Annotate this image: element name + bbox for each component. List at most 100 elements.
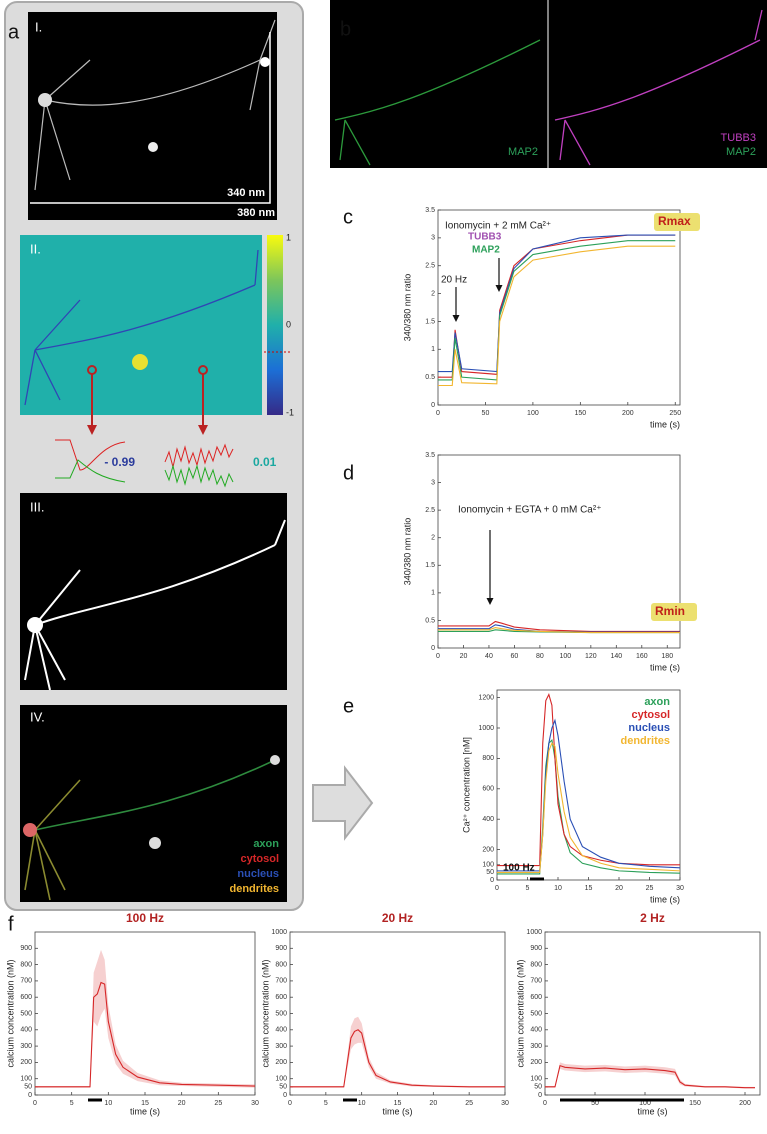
- x-tick-label: 0: [495, 885, 499, 892]
- neuron-sketch: [24, 759, 276, 901]
- y-tick-label: 1000: [478, 725, 494, 732]
- x-tick-label: 10: [554, 885, 562, 892]
- y-tick-label: 1.5: [425, 562, 435, 569]
- neuron-sketch: [334, 39, 541, 166]
- y-tick-label: 600: [275, 994, 287, 1001]
- x-tick-label: 30: [676, 885, 684, 892]
- series-line: [497, 693, 680, 867]
- chart-title: 100 Hz: [126, 911, 164, 925]
- image-label: I.: [35, 19, 42, 34]
- y-tick-label: 50: [24, 1084, 32, 1091]
- x-tick-label: 150: [689, 1100, 701, 1107]
- y-tick-label: 200: [530, 1059, 542, 1066]
- correlation: - 0.99: [104, 455, 135, 469]
- image-label: II.: [30, 241, 41, 256]
- x-tick-label: 0: [436, 410, 440, 417]
- x-tick-label: 200: [739, 1100, 751, 1107]
- legend-text: nucleus: [237, 868, 279, 880]
- trace: [55, 459, 126, 483]
- y-tick-label: 100: [20, 1076, 32, 1083]
- x-axis-label: time (s): [650, 894, 680, 904]
- y-tick-label: 400: [530, 1027, 542, 1034]
- colorbar: [267, 235, 283, 415]
- y-tick-label: 300: [530, 1043, 542, 1050]
- y-tick-label: 0: [431, 402, 435, 409]
- y-tick-label: 700: [20, 978, 32, 985]
- x-tick-label: 25: [646, 885, 654, 892]
- image-label: III.: [30, 499, 44, 514]
- panel-label: e: [343, 695, 354, 717]
- annotation: TUBB3: [468, 232, 502, 243]
- x-tick-label: 140: [610, 653, 622, 660]
- y-tick-label: 1000: [271, 929, 287, 936]
- x-axis-label: time (s): [650, 662, 680, 672]
- wavelength: 380 nm: [237, 207, 275, 219]
- neuron-sketch: [554, 9, 763, 166]
- x-tick-label: 120: [585, 653, 597, 660]
- x-axis-label: time (s): [383, 1106, 413, 1116]
- x-tick-label: 20: [178, 1100, 186, 1107]
- x-tick-label: 15: [141, 1100, 149, 1107]
- x-tick-label: 20: [460, 653, 468, 660]
- image-i: [28, 12, 277, 220]
- x-tick-label: 5: [70, 1100, 74, 1107]
- y-tick-label: 0: [538, 1092, 542, 1099]
- y-tick-label: 3: [431, 235, 435, 242]
- soma: [260, 57, 270, 67]
- annotation: Rmax: [658, 214, 691, 228]
- y-tick-label: 50: [279, 1084, 287, 1091]
- x-tick-label: 0: [33, 1100, 37, 1107]
- image-b-label: MAP2: [508, 146, 538, 158]
- y-tick-label: 1200: [478, 694, 494, 701]
- y-tick-label: 900: [275, 945, 287, 952]
- y-tick-label: 200: [482, 846, 494, 853]
- y-tick-label: 700: [275, 978, 287, 985]
- y-tick-label: 400: [482, 816, 494, 823]
- y-tick-label: 3: [431, 479, 435, 486]
- plot-area: [289, 931, 506, 1096]
- y-tick-label: 200: [275, 1059, 287, 1066]
- y-tick-label: 50: [486, 869, 494, 876]
- arrows: [87, 365, 208, 428]
- image-frame: [30, 32, 271, 204]
- annotation: 20 Hz: [441, 275, 467, 286]
- x-tick-label: 0: [436, 653, 440, 660]
- x-tick-label: 0: [288, 1100, 292, 1107]
- y-tick-label: 3.5: [425, 452, 435, 459]
- chart-title: 20 Hz: [382, 911, 413, 925]
- y-tick-label: 800: [20, 961, 32, 968]
- y-tick-label: 2.5: [425, 507, 435, 514]
- y-tick-label: 2.5: [425, 263, 435, 270]
- annotation: Rmin: [655, 604, 685, 618]
- x-tick-label: 10: [104, 1100, 112, 1107]
- x-tick-label: 180: [661, 653, 673, 660]
- x-tick-label: 30: [501, 1100, 509, 1107]
- legend-entry: nucleus: [628, 722, 670, 734]
- series-line: [545, 1064, 755, 1089]
- image-b-label: MAP2: [726, 146, 756, 158]
- y-tick-label: 900: [20, 945, 32, 952]
- panel-label: c: [343, 206, 353, 228]
- x-tick-label: 100: [639, 1100, 651, 1107]
- trace: [164, 443, 234, 468]
- y-tick-label: 500: [275, 1010, 287, 1017]
- y-axis-label: calcium concentration (nM): [5, 959, 15, 1067]
- panel-label: b: [340, 18, 351, 40]
- y-tick-label: 400: [20, 1027, 32, 1034]
- y-tick-label: 2: [431, 535, 435, 542]
- y-tick-label: 500: [530, 1010, 542, 1017]
- y-tick-label: 100: [530, 1076, 542, 1083]
- x-tick-label: 25: [465, 1100, 473, 1107]
- plot-area: [34, 931, 256, 1096]
- colorbar-label: 1: [286, 232, 291, 242]
- y-tick-label: 100: [482, 862, 494, 869]
- x-tick-label: 160: [636, 653, 648, 660]
- y-tick-label: 0: [28, 1092, 32, 1099]
- y-tick-label: 0.5: [425, 617, 435, 624]
- y-tick-label: 100: [275, 1076, 287, 1083]
- x-tick-label: 50: [482, 410, 490, 417]
- y-tick-label: 0: [283, 1092, 287, 1099]
- image-b-label: TUBB3: [721, 132, 756, 144]
- x-axis-label: time (s): [130, 1106, 160, 1116]
